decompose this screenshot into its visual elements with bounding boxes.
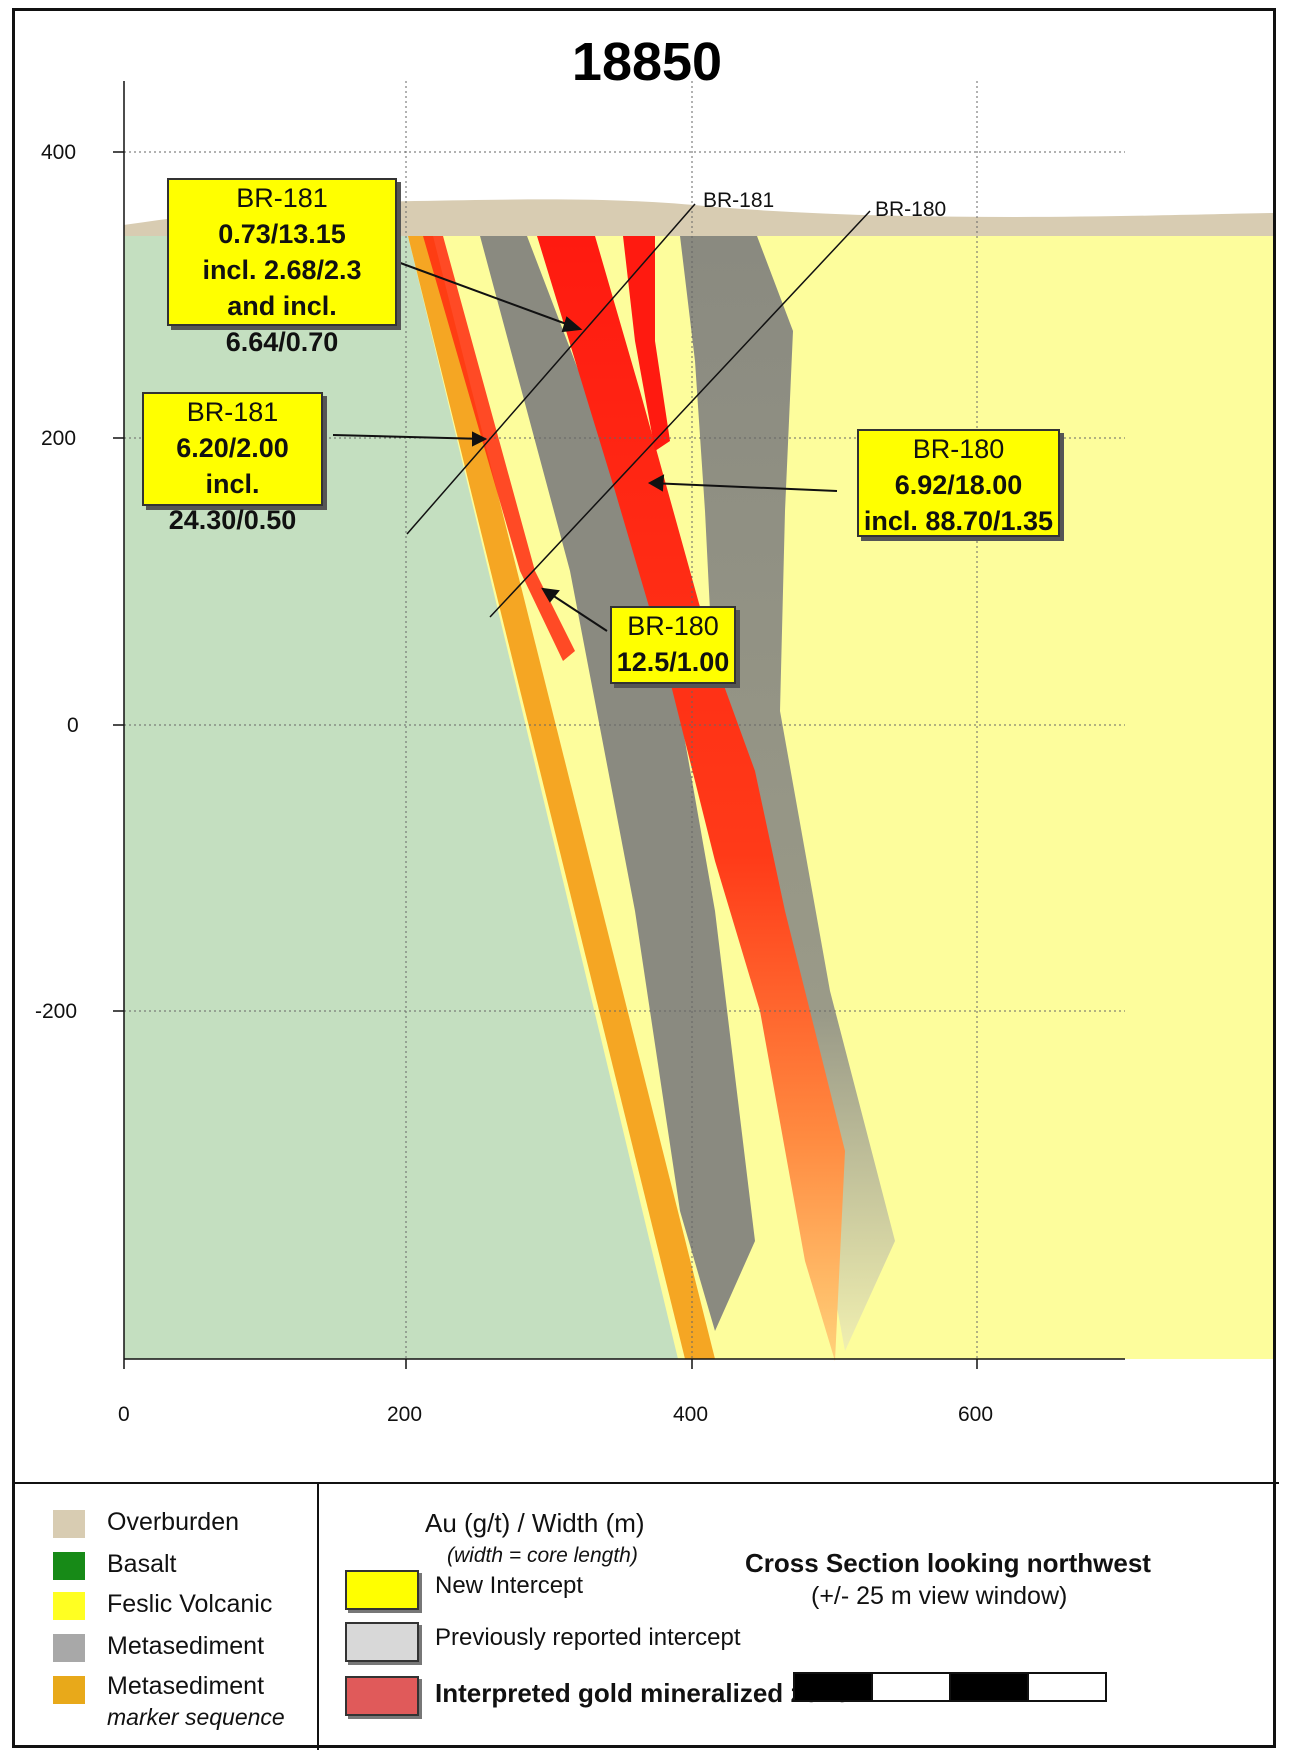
cross-section-drawing xyxy=(113,81,1273,1369)
y-tick-label: -200 xyxy=(35,1000,78,1023)
lithology-legend: Overburden Basalt Feslic Volcanic Metase… xyxy=(15,1484,319,1750)
y-tick-label: 0 xyxy=(67,714,79,737)
key-label: Interpreted gold mineralized zone xyxy=(435,1678,850,1708)
marker-sequence-unit xyxy=(408,236,715,1359)
cross-section-frame: 18850 400 200 0 -200 0 200 400 600 BR-18… xyxy=(12,8,1279,1750)
mineralized-zone-split xyxy=(623,236,670,451)
scale-bar-segment xyxy=(949,1672,1029,1702)
key-title: Au (g/t) / Width (m) xyxy=(425,1508,645,1538)
legend-swatch-marker xyxy=(53,1676,85,1704)
callout-value: incl. 24.30/0.50 xyxy=(168,469,297,535)
callout-hole: BR-180 xyxy=(627,611,719,641)
callout-value: incl. 88.70/1.35 xyxy=(863,506,1054,536)
intercept-callout: BR-180 6.92/18.00 incl. 88.70/1.35 xyxy=(857,429,1060,537)
callout-hole: BR-181 xyxy=(186,397,279,427)
legend-label: Metasediment xyxy=(107,1632,265,1660)
drill-trace-br-181 xyxy=(406,203,696,535)
intercept-callout: BR-181 0.73/13.15 incl. 2.68/2.3 and inc… xyxy=(167,178,397,357)
metasediment-band-left xyxy=(480,236,755,1331)
callout-value: 6.20/2.00 xyxy=(176,433,289,463)
metasediment-band-right xyxy=(680,236,895,1351)
drill-trace-br-180 xyxy=(489,210,871,618)
legend-swatch-felsic xyxy=(53,1592,85,1620)
key-swatch-previous xyxy=(345,1622,419,1662)
legend-label: Overburden xyxy=(107,1508,240,1536)
mineralized-zone-main xyxy=(537,236,845,1361)
leader-callout-2 xyxy=(332,434,486,440)
section-orientation: Cross Section looking northwest xyxy=(745,1548,1151,1578)
callout-value: and incl. 6.64/0.70 xyxy=(225,291,339,357)
key-label: Previously reported intercept xyxy=(435,1624,741,1651)
legend-label: Basalt xyxy=(107,1550,177,1578)
key-label: New Intercept xyxy=(435,1572,584,1599)
x-tick-label: 400 xyxy=(673,1403,709,1426)
y-tick-label: 400 xyxy=(41,141,77,164)
legend-sublabel: marker sequence xyxy=(107,1704,285,1730)
callout-value: 12.5/1.00 xyxy=(616,647,730,677)
intercept-callout: BR-180 12.5/1.00 xyxy=(610,606,736,684)
scale-bar-segment xyxy=(871,1672,951,1702)
callout-hole: BR-180 xyxy=(912,434,1005,464)
legend-label: Metasediment xyxy=(107,1672,265,1700)
legend-swatch-overburden xyxy=(53,1510,85,1538)
key-swatch-mineralized xyxy=(345,1676,419,1716)
scale-bar-segment xyxy=(793,1672,873,1702)
drill-label-br-180: BR-180 xyxy=(875,198,947,221)
x-tick-label: 0 xyxy=(118,1403,130,1426)
callout-hole: BR-181 xyxy=(236,183,328,213)
intercept-callout: BR-181 6.20/2.00 incl. 24.30/0.50 xyxy=(142,392,323,535)
mineralized-stringer xyxy=(423,236,575,661)
legend-swatch-basalt xyxy=(53,1552,85,1580)
y-tick-label: 200 xyxy=(41,427,77,450)
callout-value: 0.73/13.15 xyxy=(218,219,346,249)
legend: Overburden Basalt Feslic Volcanic Metase… xyxy=(15,1482,1279,1750)
x-tick-label: 600 xyxy=(958,1403,994,1426)
legend-swatch-metasediment xyxy=(53,1634,85,1662)
callout-value: incl. 2.68/2.3 xyxy=(202,255,362,285)
key-swatch-new xyxy=(345,1570,419,1610)
scale-bar-segment xyxy=(1027,1672,1107,1702)
section-title: 18850 xyxy=(571,32,723,92)
leader-callout-1 xyxy=(394,260,581,330)
leader-callout-3 xyxy=(649,482,838,492)
basalt-unit xyxy=(124,236,678,1359)
key-subtitle: (width = core length) xyxy=(447,1544,638,1567)
legend-label: Feslic Volcanic xyxy=(107,1590,273,1618)
x-tick-label: 200 xyxy=(387,1403,423,1426)
callout-value: 6.92/18.00 xyxy=(894,470,1023,500)
section-window: (+/- 25 m view window) xyxy=(811,1582,1068,1610)
drill-label-br-181: BR-181 xyxy=(703,189,775,212)
overburden-unit xyxy=(124,199,1273,236)
